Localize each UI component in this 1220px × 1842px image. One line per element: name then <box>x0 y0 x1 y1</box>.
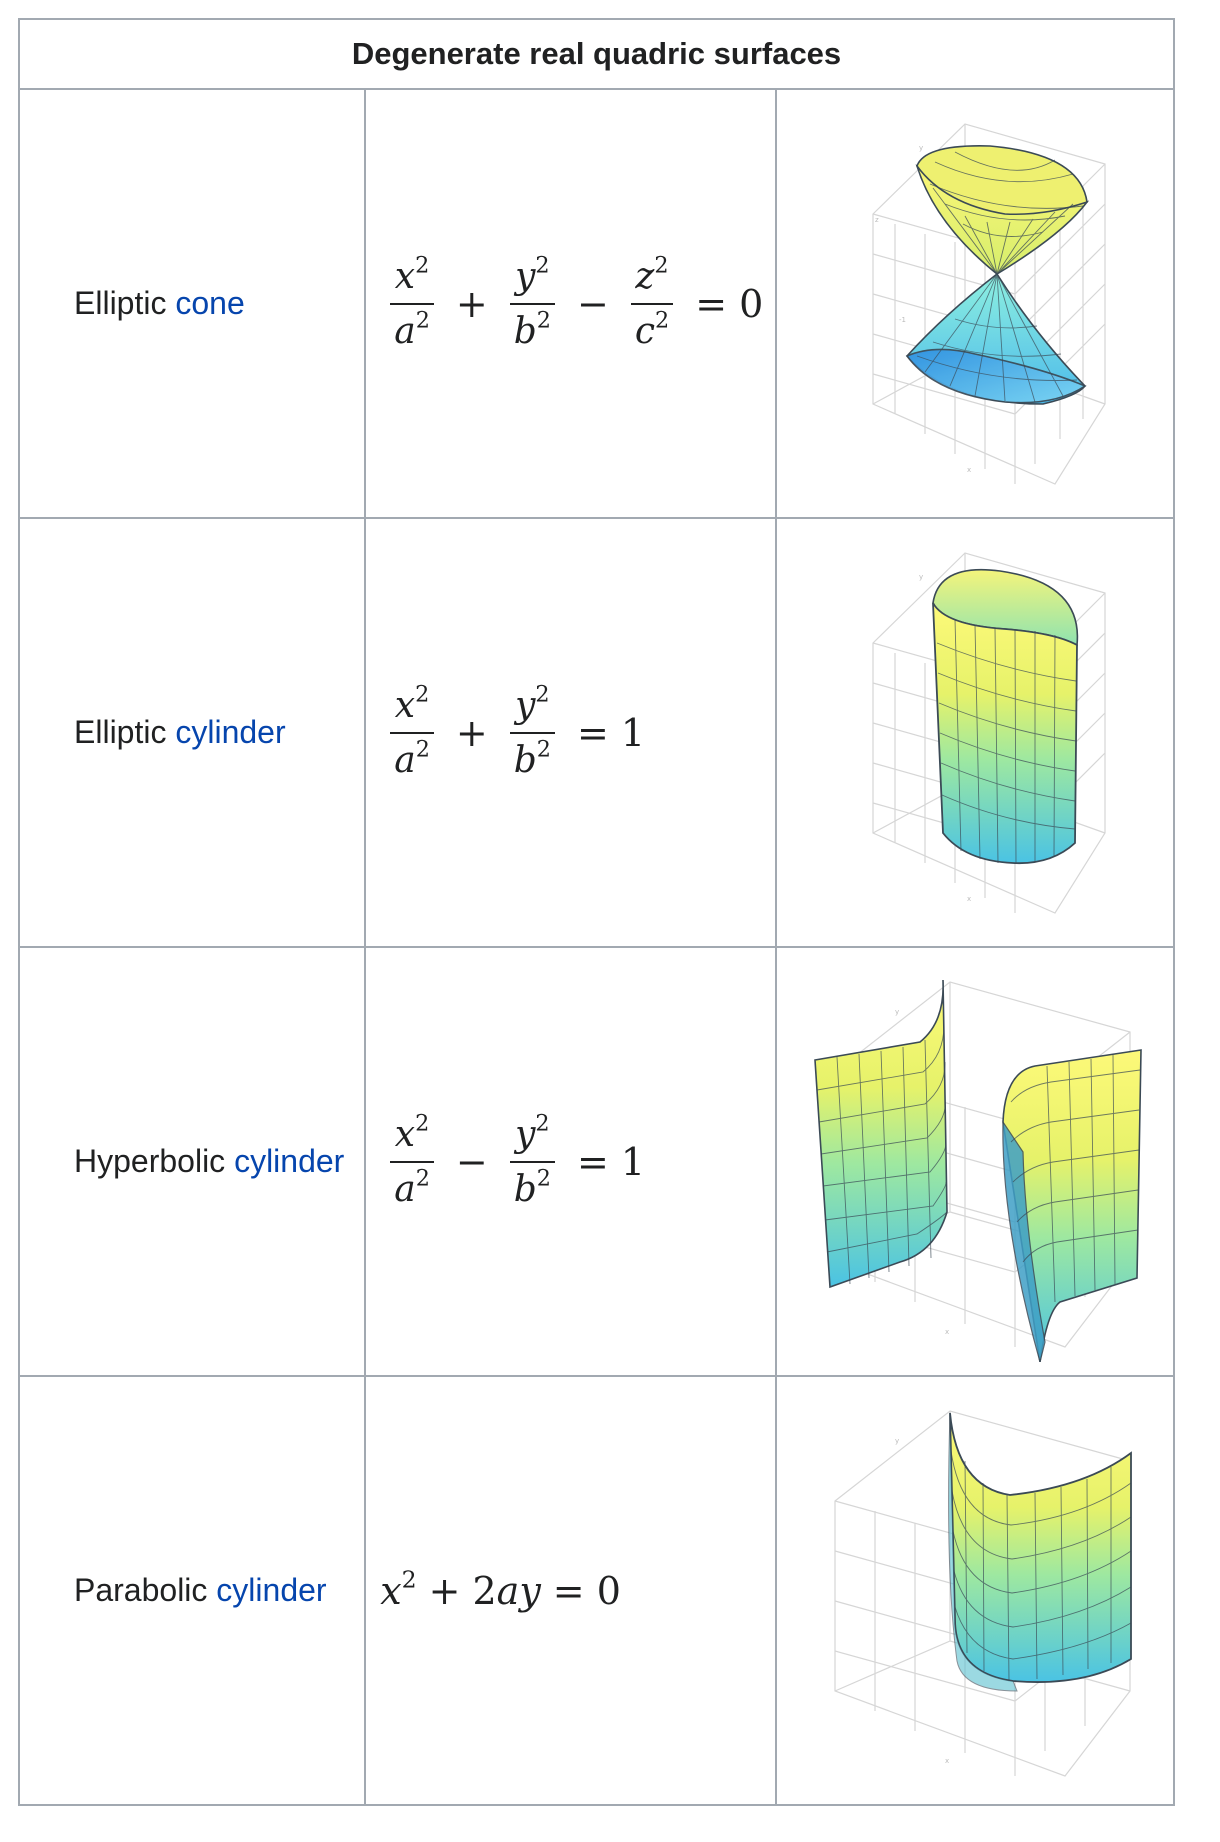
surface-name-prefix: Elliptic <box>74 714 167 750</box>
surface-link-cylinder[interactable]: cylinder <box>234 1143 345 1179</box>
axis-label-x: x <box>967 895 971 903</box>
equation-math: x2 a2 + y2 b2 − z2 c2 = 0 <box>380 254 775 352</box>
hyperbolic-cylinder-plot: y x <box>814 979 1142 1362</box>
table-row: Elliptic cylinder x2 a2 + y2 b2 = 1 <box>17 517 1175 948</box>
table-row: Parabolic cylinder x2 + 2ay = 0 y x <box>17 1375 1175 1806</box>
surface-plot-cell: y x <box>775 1375 1175 1806</box>
axis-label-x: x <box>945 1328 949 1336</box>
axis-label-x: x <box>967 466 971 474</box>
fraction-x: x2 a2 <box>390 683 434 781</box>
equation-rhs: = 1 <box>576 1139 646 1184</box>
surface-equation: x2 a2 + y2 b2 − z2 c2 = 0 <box>364 88 778 519</box>
equation-math: x2 + 2ay = 0 <box>380 1565 633 1613</box>
operator: + <box>455 281 488 326</box>
axis-label-x: x <box>945 1757 949 1765</box>
equation-rhs: = 1 <box>576 710 646 755</box>
operator: − <box>455 1139 488 1184</box>
cylinder-surface <box>932 568 1079 864</box>
surface-name: Elliptic cylinder <box>17 517 367 948</box>
cone-lower-nappe <box>905 272 1087 405</box>
fraction-y: y2 b2 <box>509 683 555 781</box>
surface-name-prefix: Hyperbolic <box>74 1143 226 1179</box>
operator: + <box>428 1568 461 1613</box>
fraction-y: y2 b2 <box>509 254 555 352</box>
elliptic-cone-plot: z y x <box>872 122 1106 485</box>
hyperbolic-sheet-left <box>814 979 948 1288</box>
axis-label-y: y <box>919 144 923 152</box>
fraction-y: y2 b2 <box>509 1112 555 1210</box>
surface-name-prefix: Parabolic <box>74 1572 208 1608</box>
surface-name: Parabolic cylinder <box>17 1375 367 1806</box>
equation-rhs: = 0 <box>552 1568 621 1613</box>
surface-equation: x2 a2 − y2 b2 = 1 <box>364 946 778 1377</box>
axis-label-y: y <box>919 573 923 581</box>
table-caption: Degenerate real quadric surfaces <box>18 18 1175 90</box>
hyperbolic-sheet-right <box>1002 1048 1142 1362</box>
surface-equation: x2 + 2ay = 0 <box>364 1375 778 1806</box>
surface-link-cone[interactable]: cone <box>175 285 245 321</box>
equation-term-x2: x2 <box>380 1565 417 1613</box>
surface-equation: x2 a2 + y2 b2 = 1 <box>364 517 778 948</box>
fraction-x: x2 a2 <box>390 1112 434 1210</box>
axis-tick: -1 <box>899 316 906 324</box>
surface-plot-cell: z y x <box>775 88 1175 519</box>
surface-link-cylinder[interactable]: cylinder <box>216 1572 327 1608</box>
fraction-x: x2 a2 <box>390 254 434 352</box>
axis-label-y: y <box>895 1437 899 1445</box>
table-row: Elliptic cone x2 a2 + y2 b2 − z2 <box>17 88 1175 519</box>
surface-plot-cell: y x <box>775 946 1175 1377</box>
equation-math: x2 a2 + y2 b2 = 1 <box>380 683 657 781</box>
surface-name: Hyperbolic cylinder <box>17 946 367 1377</box>
equation-math: x2 a2 − y2 b2 = 1 <box>380 1112 657 1210</box>
surface-plot-cell: y x <box>775 517 1175 948</box>
operator: − <box>576 281 609 326</box>
operator: + <box>455 710 488 755</box>
surface-name: Elliptic cone <box>17 88 367 519</box>
cone-upper-nappe <box>915 144 1090 275</box>
surface-name-prefix: Elliptic <box>74 285 167 321</box>
parabolic-sheet <box>948 1412 1133 1692</box>
table-row: Hyperbolic cylinder x2 a2 − y2 b2 = 1 <box>17 946 1175 1377</box>
equation-rhs: = 0 <box>695 281 764 326</box>
axis-label-z: z <box>875 216 879 224</box>
elliptic-cylinder-plot: y x <box>872 551 1106 914</box>
fraction-z: z2 c2 <box>630 254 674 352</box>
equation-term-2ay: 2ay <box>472 1568 541 1613</box>
axis-label-y: y <box>895 1008 899 1016</box>
table-header-row: Degenerate real quadric surfaces <box>18 18 1175 90</box>
surface-link-cylinder[interactable]: cylinder <box>175 714 286 750</box>
quadric-table: Degenerate real quadric surfaces Ellipti… <box>17 18 1175 1806</box>
parabolic-cylinder-plot: y x <box>834 1409 1133 1777</box>
